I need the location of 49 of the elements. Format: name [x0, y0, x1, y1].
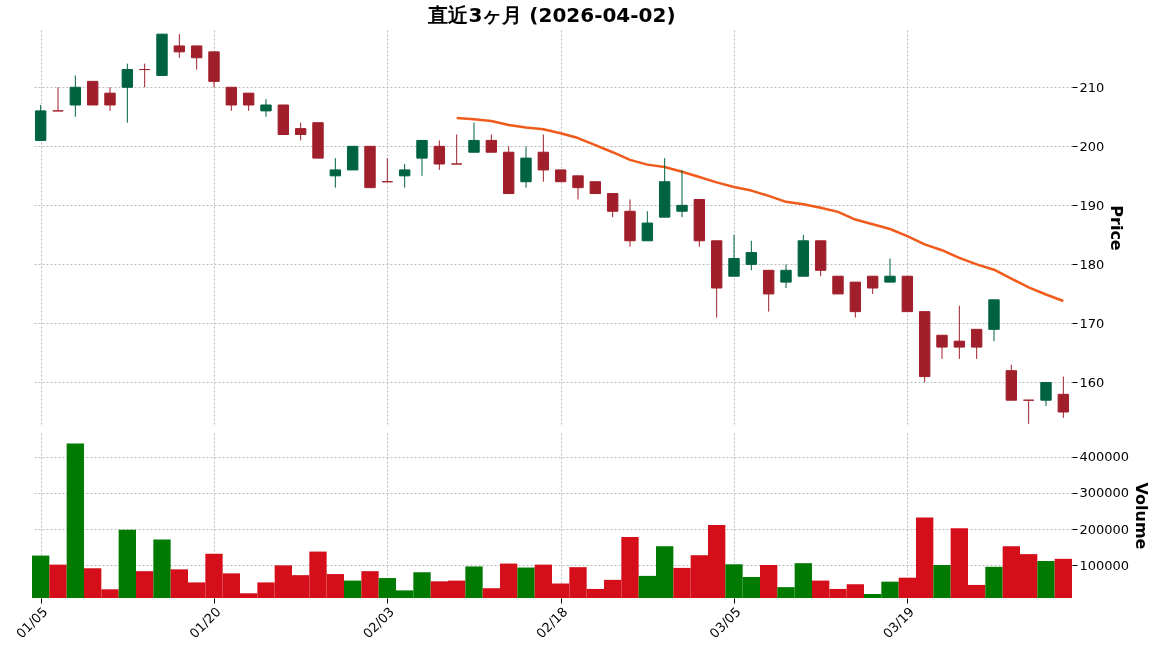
- candlestick: [346, 145, 359, 171]
- y-axis-title: Volume: [1132, 482, 1152, 550]
- candlestick: [468, 122, 480, 153]
- candlestick: [1040, 381, 1052, 407]
- candlestick: [641, 210, 654, 242]
- candlestick: [762, 269, 775, 313]
- y-tick-label: 200: [1079, 138, 1105, 154]
- y-tick-label: 100000: [1079, 557, 1130, 573]
- candlestick: [970, 328, 983, 360]
- candlestick: [537, 134, 550, 183]
- candlestick: [260, 98, 272, 118]
- y-tick-label: 400000: [1079, 449, 1130, 465]
- candlestick: [121, 63, 134, 124]
- candlestick: [1022, 399, 1035, 425]
- candlestick: [398, 163, 411, 189]
- candlestick: [86, 80, 99, 106]
- candlestick: [884, 258, 896, 283]
- candlestick: [190, 45, 203, 71]
- candlestick: [104, 86, 116, 112]
- candlestick: [416, 139, 428, 177]
- candlestick: [52, 86, 64, 112]
- candlestick: [936, 334, 948, 360]
- line-series: [455, 116, 1065, 303]
- candlestick: [450, 134, 463, 165]
- y-axis-title: Price: [1107, 205, 1127, 251]
- candlestick: [69, 74, 82, 118]
- y-tick-label: 190: [1079, 197, 1105, 213]
- y-tick-label: 210: [1079, 79, 1105, 95]
- candlestick: [953, 305, 966, 360]
- candlestick: [329, 157, 342, 189]
- candlestick: [138, 63, 151, 88]
- y-tick-label: 160: [1079, 374, 1105, 390]
- y-tick-label: 180: [1079, 256, 1105, 272]
- y-tick-label: 170: [1079, 315, 1105, 331]
- y-tick-label: 200000: [1079, 521, 1130, 537]
- candlestick: [520, 145, 532, 189]
- candlestick: [728, 234, 740, 277]
- candlestick: [381, 157, 394, 183]
- candlestick: [745, 240, 758, 271]
- candlestick: [676, 169, 688, 218]
- candlestick: [572, 175, 584, 200]
- candlestick: [225, 86, 238, 112]
- candlestick: [780, 263, 792, 289]
- y-tick-label: 300000: [1079, 485, 1130, 501]
- candlestick: [606, 193, 619, 218]
- candlestick: [173, 33, 186, 59]
- chart-title: 直近3ヶ月 (2026-04-02): [427, 3, 676, 27]
- candlestick: [1057, 376, 1070, 419]
- candlestick: [433, 139, 446, 171]
